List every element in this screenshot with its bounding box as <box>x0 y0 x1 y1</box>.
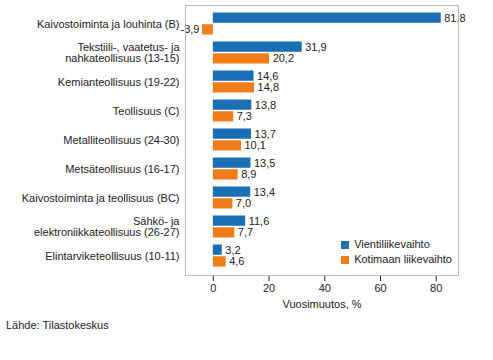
svg-text:13,7: 13,7 <box>255 128 276 140</box>
svg-text:8,9: 8,9 <box>241 168 256 180</box>
svg-text:14,8: 14,8 <box>258 81 279 93</box>
svg-text:Elintarviketeollisuus (10-11): Elintarviketeollisuus (10-11) <box>45 250 179 262</box>
html-text:Vientiliikevaihto: Vientiliikevaihto <box>354 238 430 250</box>
svg-text:4,6: 4,6 <box>229 255 244 267</box>
svg-text:Kemianteollisuus (19-22): Kemianteollisuus (19-22) <box>58 76 180 88</box>
svg-text:81,8: 81,8 <box>444 12 465 24</box>
svg-text:80: 80 <box>430 282 442 294</box>
svg-text:Sähkö- jaelektroniikkateollisu: Sähkö- jaelektroniikkateollisuus (26-27) <box>34 215 180 238</box>
svg-text:40: 40 <box>319 282 331 294</box>
svg-text:60: 60 <box>374 282 386 294</box>
svg-text:7,0: 7,0 <box>236 197 251 209</box>
svg-text:Metalliteollisuus (24-30): Metalliteollisuus (24-30) <box>63 134 179 146</box>
svg-text:13,4: 13,4 <box>254 186 275 198</box>
svg-text:14,6: 14,6 <box>257 70 278 82</box>
html-text:Lähde: Tilastokeskus: Lähde: Tilastokeskus <box>6 319 109 331</box>
svg-text:-3,9: -3,9 <box>181 23 200 35</box>
svg-text:11,6: 11,6 <box>249 215 270 227</box>
svg-text:13,5: 13,5 <box>254 157 275 169</box>
svg-text:Metsäteollisuus (16-17): Metsäteollisuus (16-17) <box>65 163 179 175</box>
svg-text:20: 20 <box>263 282 275 294</box>
svg-text:0: 0 <box>210 282 216 294</box>
svg-text:13,8: 13,8 <box>255 99 276 111</box>
html-text:Kotimaan liikevaihto: Kotimaan liikevaihto <box>354 253 452 265</box>
svg-text:Teollisuus (C): Teollisuus (C) <box>113 105 180 117</box>
svg-text:31,9: 31,9 <box>305 41 326 53</box>
svg-text:7,7: 7,7 <box>238 226 253 238</box>
svg-text:Tekstiili-, vaatetus- janahkat: Tekstiili-, vaatetus- janahkateollisuus … <box>65 41 180 64</box>
svg-text:Kaivostoiminta ja teollisuus (: Kaivostoiminta ja teollisuus (BC) <box>22 192 180 204</box>
svg-text:3,2: 3,2 <box>225 244 240 256</box>
svg-text:7,3: 7,3 <box>237 110 252 122</box>
svg-text:Kaivostoiminta ja louhinta (B): Kaivostoiminta ja louhinta (B) <box>37 18 179 30</box>
svg-text:10,1: 10,1 <box>244 139 265 151</box>
svg-text:Vuosimuutos, %: Vuosimuutos, % <box>282 298 361 310</box>
svg-text:20,2: 20,2 <box>273 52 294 64</box>
